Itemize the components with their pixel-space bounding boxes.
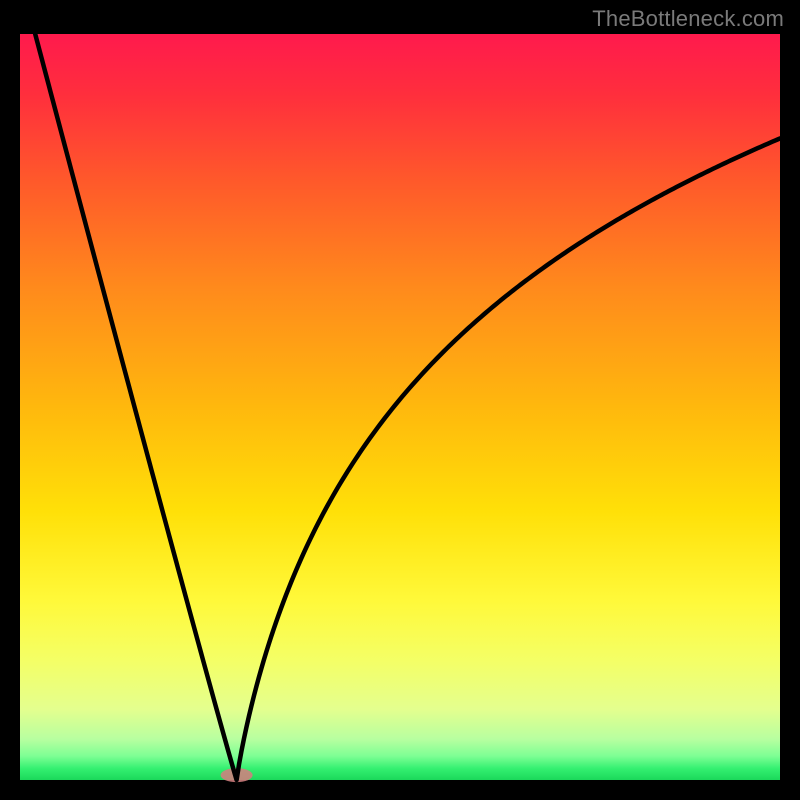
watermark-text: TheBottleneck.com [592,6,784,32]
chart-svg [0,0,800,800]
bottleneck-chart: TheBottleneck.com [0,0,800,800]
